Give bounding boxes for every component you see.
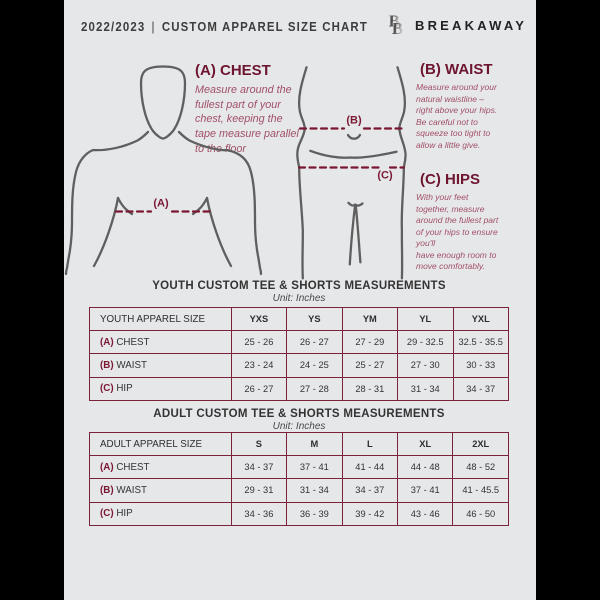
svg-text:(B): (B) (346, 115, 362, 127)
svg-text:(A): (A) (153, 198, 169, 210)
svg-text:(C): (C) (377, 170, 393, 182)
